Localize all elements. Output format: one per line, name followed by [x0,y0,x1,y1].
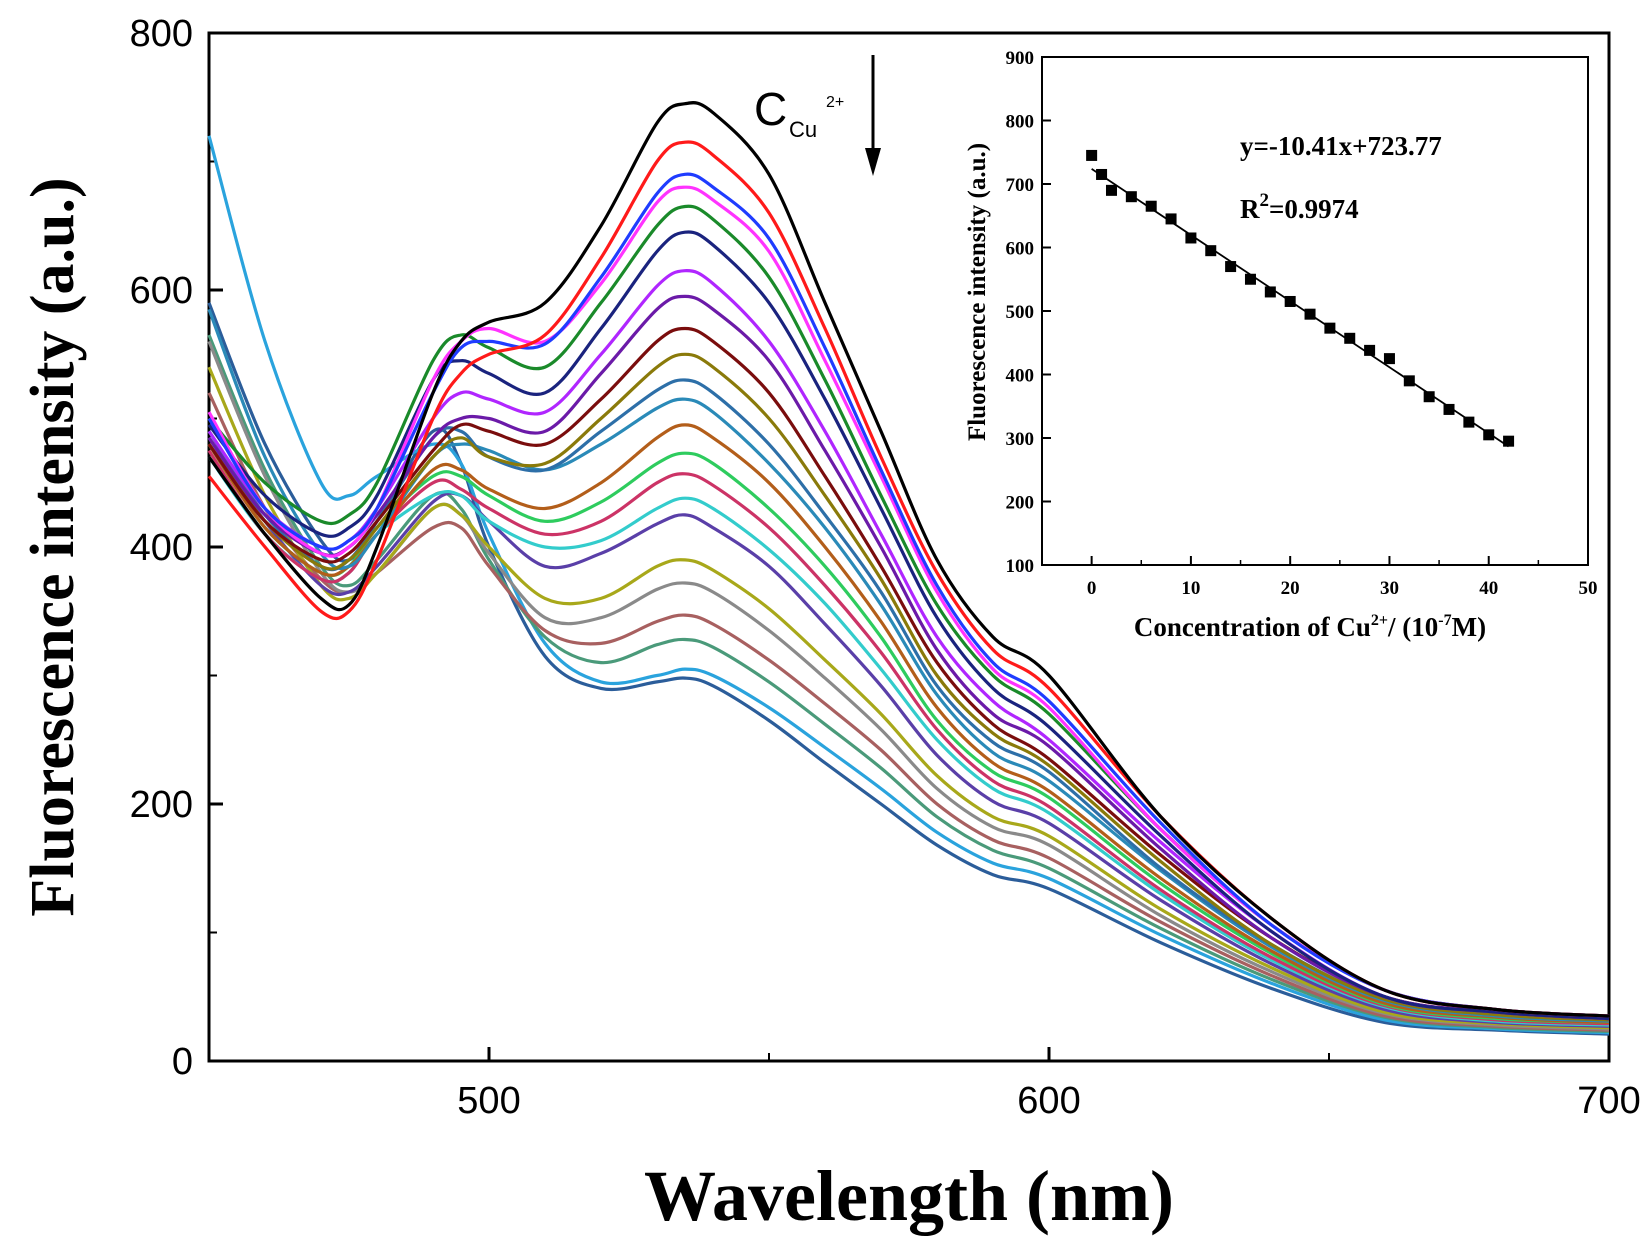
inset-fit-line [1091,168,1510,448]
inset-axis-ticks: 0 10 20 30 40 50 100 200 300 400 500 600 700 800 900 [1006,48,1598,599]
inset-data-point [1125,191,1137,203]
inset-y-tick-label: 600 [1006,239,1035,260]
inset-data-point [1244,273,1256,285]
spectrum-line-s10 [207,352,1610,1022]
inset-equation: y=-10.41x+723.77 [1240,131,1442,161]
inset-xlabel-sup2: -7 [1438,612,1451,629]
spectrum-line-s22 [207,135,1610,1035]
spectrum-line-s6 [207,230,1610,1021]
inset-xlabel-sup1: 2+ [1371,612,1388,629]
inset-x-tick-label: 50 [1579,578,1598,599]
spectrum-line-s12 [207,308,1610,1023]
annotation-subscript: Cu [789,117,817,142]
inset-x-axis-label: Concentration of Cu2+/ (10-7M) [1134,612,1486,642]
down-arrowhead-icon [865,148,881,176]
inset-data-point [1086,149,1098,161]
inset-data-point [1205,245,1217,257]
inset-r-squared: R2=0.9974 [1240,190,1359,224]
spectrum-line-s1 [207,101,1610,1018]
inset-x-tick-label: 40 [1479,578,1498,599]
inset-xlabel-part3: M) [1452,612,1486,642]
inset-calibration-plot: 0 10 20 30 40 50 100 200 300 400 500 600 700 800 900 y… [964,48,1598,642]
main-y-tick-label: 400 [130,527,193,569]
inset-data-point [1364,344,1376,356]
inset-y-tick-label: 500 [1006,302,1035,323]
inset-y-tick-label: 700 [1006,175,1035,196]
concentration-annotation: C Cu 2+ [754,55,881,176]
inset-data-point [1185,232,1197,244]
inset-xlabel-part1: Concentration of Cu [1134,612,1371,642]
inset-y-tick-label: 800 [1006,112,1035,133]
annotation-symbol: C [754,83,787,135]
inset-data-point [1304,308,1316,320]
annotation-superscript: 2+ [826,94,844,111]
inset-y-axis-label: Fluorescence intensity (a.u.) [964,143,991,441]
inset-x-tick-label: 30 [1380,578,1399,599]
main-x-tick-label: 700 [1577,1080,1640,1122]
inset-y-tick-label: 900 [1006,48,1035,69]
inset-data-point [1324,322,1336,334]
inset-data-point [1483,429,1495,441]
spectrum-line-s3 [207,172,1610,1018]
inset-data-point [1403,375,1415,387]
inset-y-tick-label: 300 [1006,429,1035,450]
inset-data-point [1264,286,1276,298]
inset-x-tick-label: 20 [1281,578,1300,599]
inset-data-point [1105,184,1117,196]
spectrum-line-s17 [207,436,1610,1028]
main-y-tick-label: 200 [130,784,193,826]
inset-y-tick-label: 400 [1006,366,1035,387]
inset-data-point [1423,391,1435,403]
inset-data-point [1383,353,1395,365]
main-y-tick-label: 0 [172,1041,193,1083]
inset-x-tick-label: 10 [1181,578,1200,599]
fit-line [1091,168,1510,448]
r2-superscript: 2 [1260,190,1270,211]
inset-data-point [1503,435,1515,447]
inset-data-points [1086,149,1515,447]
main-y-tick-label: 800 [130,13,193,55]
inset-data-point [1096,168,1108,180]
main-x-tick-label: 500 [457,1080,520,1122]
r2-symbol: R [1240,194,1260,224]
main-spectra-lines [207,101,1610,1036]
main-y-tick-label: 600 [130,270,193,312]
inset-data-point [1463,416,1475,428]
inset-data-point [1145,200,1157,212]
inset-data-point [1344,332,1356,344]
inset-y-tick-label: 100 [1006,556,1035,577]
inset-y-tick-label: 200 [1006,493,1035,514]
inset-data-point [1284,295,1296,307]
spectrum-line-s8 [207,294,1610,1021]
inset-data-point [1225,261,1237,273]
main-x-tick-label: 600 [1017,1080,1080,1122]
main-x-axis-label: Wavelength (nm) [644,1156,1174,1236]
inset-data-point [1443,403,1455,415]
inset-data-point [1165,213,1177,225]
r2-value: =0.9974 [1269,194,1359,224]
inset-xlabel-part2: / (10 [1387,612,1438,642]
main-y-axis-label: Fluorescence intensity (a.u.) [19,177,87,916]
inset-x-tick-label: 0 [1087,578,1097,599]
